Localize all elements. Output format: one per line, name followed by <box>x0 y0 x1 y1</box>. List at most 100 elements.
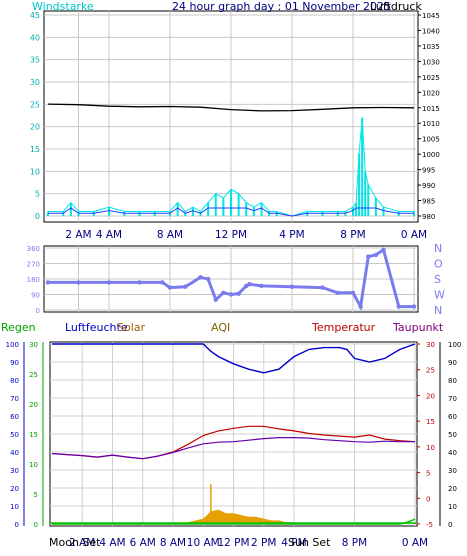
x-tick-label: 0 AM <box>402 537 428 549</box>
direction-point <box>76 280 81 285</box>
direction-axis: 0 90 180 270 360 <box>27 245 40 315</box>
compass-label: S <box>434 273 441 286</box>
direction-tick-label: 270 <box>27 261 40 269</box>
direction-point <box>167 285 173 290</box>
wind-tick-label: 20 <box>30 123 40 132</box>
x-tick-label: 8 PM <box>342 537 367 549</box>
pressure-tick-label: 995 <box>422 167 435 175</box>
compass-label: N <box>434 304 442 317</box>
direction-point <box>358 304 363 309</box>
pressure-tick-label: 1035 <box>422 43 440 51</box>
pressure-tick-label: 1005 <box>422 136 440 144</box>
temperature-label: Temperatur <box>311 321 376 334</box>
sun-set-label: Sun Set <box>288 536 331 549</box>
aqi-label: AQI <box>211 321 230 334</box>
direction-point <box>350 290 356 295</box>
direction-point <box>320 285 325 290</box>
x-tick-label: 4 PM <box>279 229 304 241</box>
direction-point <box>411 304 417 309</box>
direction-point <box>213 297 218 302</box>
direction-point <box>335 290 340 295</box>
x-tick-label: 4 AM <box>96 229 122 241</box>
wind-tick-label: 10 <box>30 167 40 176</box>
temp-tick-label: 10 <box>426 444 435 452</box>
wind-tick-label: 5 <box>35 190 40 199</box>
pressure-label: Luftdruck <box>370 0 422 13</box>
temp-tick-label: 0 <box>426 495 430 503</box>
direction-point <box>247 281 252 287</box>
x-tick-label: 12 PM <box>215 229 247 241</box>
wind-average-line <box>48 207 414 217</box>
right-tick-label: 30 <box>448 467 457 475</box>
chart-title: 24 hour graph day : 01 November 2025 <box>172 0 391 13</box>
direction-point <box>137 280 142 285</box>
direction-point <box>160 280 165 285</box>
direction-point <box>396 304 401 309</box>
compass-label: N <box>434 242 442 255</box>
dewpoint-label: Taupunkt <box>392 321 444 334</box>
left-tick-label: 40 <box>10 449 19 457</box>
direction-tick-label: 0 <box>36 307 40 315</box>
x-tick-label: 8 AM <box>160 537 186 549</box>
pressure-tick-label: 1020 <box>422 89 440 97</box>
panel2-grid <box>44 246 418 312</box>
direction-tick-label: 90 <box>31 292 40 300</box>
direction-tick-label: 180 <box>27 276 40 284</box>
temp-tick-label: 30 <box>426 341 435 349</box>
pressure-tick-label: 1045 <box>422 12 440 20</box>
pressure-tick-label: 980 <box>422 213 435 221</box>
temp-tick-label: -5 <box>426 521 433 529</box>
x-tick-label: 12 PM <box>217 537 249 549</box>
right-tick-label: 70 <box>448 395 457 403</box>
direction-point <box>289 284 295 289</box>
pressure-tick-label: 1030 <box>422 58 440 66</box>
right-tick-label: 0 <box>448 521 452 529</box>
moon-set-label: Moon Set <box>49 536 101 549</box>
wind-tick-label: 0 <box>35 212 40 221</box>
rain-label: Regen <box>1 321 36 334</box>
x-tick-label: 2 AM <box>69 537 95 549</box>
pressure-tick-label: 990 <box>422 182 435 190</box>
temp-tick-label: 5 <box>426 470 430 478</box>
wind-tick-label: 25 <box>30 100 40 109</box>
x-tick-label: 4 PM <box>281 537 306 549</box>
x-tick-label: 8 PM <box>340 229 365 241</box>
x-tick-label: 2 PM <box>251 537 276 549</box>
right-tick-label: 20 <box>448 485 457 493</box>
wind-tick-label: 40 <box>30 33 40 42</box>
pressure-tick-label: 1015 <box>422 105 440 113</box>
direction-point <box>205 276 211 282</box>
x-tick-label: 4 AM <box>99 537 125 549</box>
direction-point <box>236 291 241 296</box>
right-tick-label: 60 <box>448 413 457 421</box>
x-tick-label: 2 AM <box>65 229 91 241</box>
panel3-series <box>50 343 417 525</box>
wind-tick-label: 15 <box>30 145 40 154</box>
wind-tick-label: 45 <box>30 11 40 20</box>
humidity-label: Luftfeuchte <box>65 321 128 334</box>
rain-tick-label: 15 <box>29 431 38 439</box>
x-tick-label: 10 AM <box>187 537 220 549</box>
wind-tick-label: 30 <box>30 78 40 87</box>
rain-tick-label: 30 <box>29 341 38 349</box>
direction-tick-label: 360 <box>27 245 40 253</box>
direction-point <box>45 280 51 285</box>
direction-series <box>45 247 417 312</box>
solar-label: Solar <box>117 321 146 334</box>
rain-tick-label: 0 <box>34 521 38 529</box>
direction-point <box>228 292 234 297</box>
wind-line <box>48 117 414 217</box>
panel1-x-axis: 2 AM 4 AM 8 AM 12 PM 4 PM 8 PM 0 AM <box>65 229 427 241</box>
right-tick-label: 50 <box>448 431 457 439</box>
temp-tick-label: 20 <box>426 392 435 400</box>
direction-point <box>381 247 386 252</box>
left-tick-label: 60 <box>10 413 19 421</box>
direction-point <box>366 254 371 259</box>
left-tick-label: 100 <box>6 341 19 349</box>
